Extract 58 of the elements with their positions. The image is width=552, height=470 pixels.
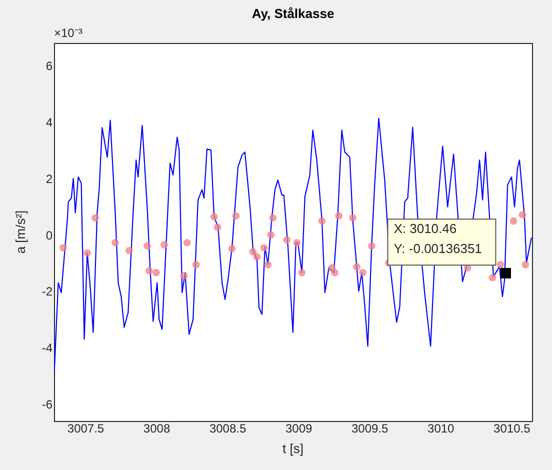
point bbox=[368, 242, 376, 250]
point bbox=[522, 261, 530, 268]
x-tick-label: 3009 bbox=[285, 422, 312, 436]
y-tick-label: 0 bbox=[46, 228, 53, 242]
point bbox=[60, 244, 67, 252]
point bbox=[84, 249, 91, 257]
point bbox=[359, 268, 367, 276]
point bbox=[249, 248, 257, 256]
point bbox=[160, 240, 168, 248]
point bbox=[269, 214, 277, 222]
y-tick-label: -2 bbox=[42, 284, 53, 299]
x-tick-label: 3009.5 bbox=[352, 422, 389, 436]
point bbox=[152, 268, 160, 276]
point bbox=[353, 262, 360, 270]
x-tick-label: 3007.5 bbox=[67, 422, 104, 436]
x-tick-label: 3010.5 bbox=[494, 422, 531, 436]
point bbox=[510, 217, 518, 225]
y-tick-label: 4 bbox=[46, 115, 53, 130]
point bbox=[496, 261, 504, 268]
x-tick-label: 3008.5 bbox=[209, 422, 246, 436]
point bbox=[331, 268, 339, 276]
text: ×10⁻³ bbox=[54, 26, 82, 40]
point bbox=[500, 268, 511, 278]
point bbox=[125, 246, 133, 254]
point bbox=[143, 242, 151, 250]
point bbox=[183, 239, 191, 246]
point bbox=[488, 274, 496, 282]
point bbox=[293, 239, 301, 246]
point bbox=[228, 244, 236, 252]
point bbox=[232, 212, 240, 220]
y-tick-label: 2 bbox=[46, 172, 53, 186]
y-tick-label: -6 bbox=[42, 398, 53, 412]
point bbox=[264, 261, 272, 268]
x-tick-label: 3010 bbox=[428, 422, 455, 436]
x-axis-title: t [s] bbox=[282, 441, 304, 456]
point bbox=[192, 261, 200, 268]
point bbox=[318, 217, 326, 225]
point bbox=[283, 236, 291, 244]
y-tick-label: -4 bbox=[42, 341, 53, 356]
point bbox=[260, 244, 268, 252]
point bbox=[91, 214, 99, 222]
annotation: X: 3010.46 Y: -0.00136351 bbox=[394, 221, 482, 256]
point bbox=[112, 239, 119, 246]
line-series bbox=[54, 118, 532, 373]
point bbox=[145, 266, 153, 274]
point bbox=[335, 212, 343, 220]
chart-title: Ay, Stålkasse bbox=[252, 6, 334, 21]
y-tick-label: 6 bbox=[46, 59, 53, 74]
x-tick-label: 3008 bbox=[143, 422, 170, 436]
point bbox=[180, 272, 188, 280]
point bbox=[214, 224, 222, 231]
point bbox=[349, 214, 356, 222]
point bbox=[298, 268, 306, 276]
point bbox=[267, 231, 275, 239]
point bbox=[253, 253, 261, 261]
point bbox=[210, 213, 218, 220]
point bbox=[518, 211, 526, 218]
y-axis-title: a [m/s²] bbox=[13, 210, 28, 254]
